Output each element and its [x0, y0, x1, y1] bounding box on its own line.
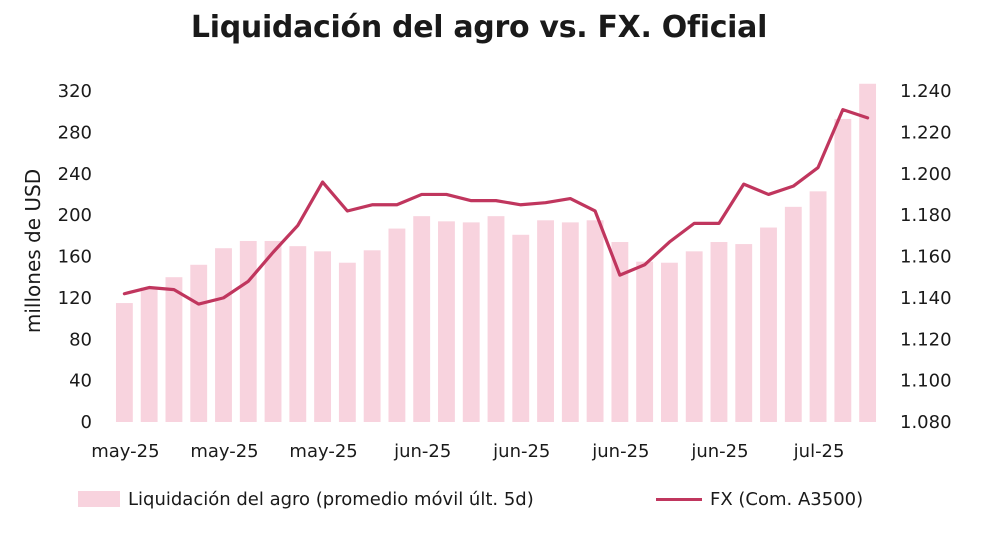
bar [314, 251, 332, 422]
x-tick-label: may-25 [91, 441, 159, 462]
bar [487, 216, 505, 422]
bar [784, 206, 802, 422]
right-axis: 1.080 1.100 1.120 1.140 1.160 1.180 1.200 1.220… [900, 81, 952, 433]
bar [438, 221, 455, 422]
y-tick-label: 40 [69, 371, 92, 392]
bar [710, 242, 728, 422]
bar [760, 227, 777, 422]
y2-tick-label: 1.100 [900, 371, 952, 392]
legend: Liquidación del agro (promedio móvil últ… [0, 484, 988, 514]
bar [735, 244, 753, 422]
x-tick-label: jun-25 [591, 441, 649, 462]
left-axis: 0 40 80 120 160 200 240 280 320 [58, 81, 92, 433]
bar [636, 261, 654, 422]
y-tick-label: 320 [58, 81, 92, 102]
bar [561, 222, 579, 422]
bar [809, 191, 827, 422]
bar [661, 262, 678, 422]
legend-swatch-bar [78, 491, 120, 507]
x-tick-label: jun-25 [393, 441, 451, 462]
y2-tick-label: 1.080 [900, 412, 952, 433]
bar [611, 242, 629, 422]
bar [264, 240, 282, 422]
bar [685, 251, 703, 422]
y-tick-label: 240 [58, 164, 92, 185]
y-tick-label: 0 [81, 412, 92, 433]
bar [140, 287, 158, 422]
chart-title: Liquidación del agro vs. FX. Oficial [190, 10, 768, 45]
bar [215, 248, 232, 422]
bar-series [115, 83, 877, 423]
legend-label-bar: Liquidación del agro (promedio móvil últ… [128, 488, 534, 510]
y2-tick-label: 1.200 [900, 164, 952, 185]
y2-tick-label: 1.140 [900, 288, 952, 309]
bar [388, 228, 406, 422]
y-tick-label: 200 [58, 205, 92, 226]
y-tick-label: 280 [58, 122, 92, 143]
x-tick-label: jun-25 [492, 441, 550, 462]
bar [165, 277, 183, 422]
y-tick-label: 120 [58, 288, 92, 309]
x-tick-label: jun-25 [690, 441, 748, 462]
y-tick-label: 80 [69, 329, 92, 350]
bar [190, 264, 208, 422]
legend-label-line: FX (Com. A3500) [710, 488, 864, 510]
y2-tick-label: 1.160 [900, 247, 952, 268]
bar [363, 250, 381, 422]
bar [115, 303, 133, 422]
bar [512, 234, 530, 422]
bar [338, 262, 356, 422]
line-series [122, 108, 870, 306]
bar [413, 216, 431, 422]
y2-tick-label: 1.120 [900, 329, 952, 350]
y2-tick-label: 1.180 [900, 205, 952, 226]
x-tick-label: may-25 [190, 441, 258, 462]
x-tick-label: jul-25 [793, 441, 845, 462]
bar [289, 246, 307, 422]
bar [586, 220, 604, 422]
legend-item-bar: Liquidación del agro (promedio móvil últ… [78, 484, 534, 514]
bar [462, 222, 480, 422]
y2-tick-label: 1.240 [900, 81, 952, 102]
bar [834, 118, 852, 423]
y-tick-label: 160 [58, 247, 92, 268]
bar [859, 83, 877, 422]
bar [239, 240, 257, 422]
x-axis: may-25 may-25 may-25 jun-25 jun-25 jun-25 jun-… [91, 441, 844, 462]
bar [537, 220, 554, 422]
legend-item-line: FX (Com. A3500) [656, 484, 863, 514]
y2-tick-label: 1.220 [900, 122, 952, 143]
y-axis-title: millones de USD [21, 169, 45, 333]
x-tick-label: may-25 [289, 441, 357, 462]
legend-swatch-line [656, 497, 702, 501]
